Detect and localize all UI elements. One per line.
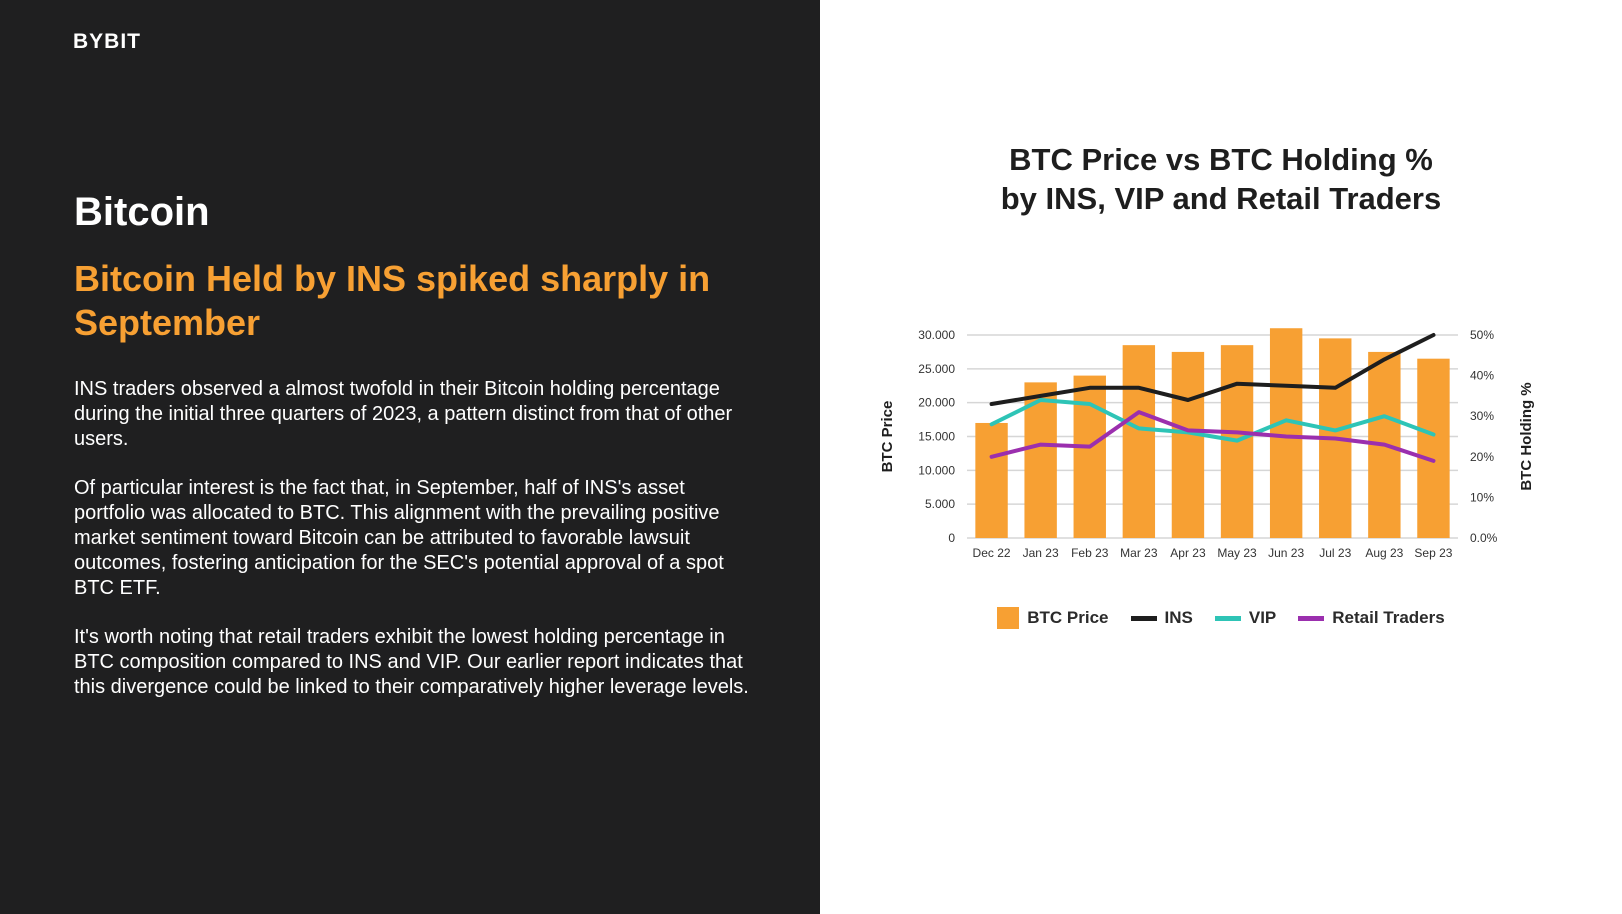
y-right-tick-label: 30% [1470,409,1494,423]
section-title: Bitcoin [74,190,210,234]
y-axis-right-label: BTC Holding % [1518,382,1535,490]
legend-item-vip: VIP [1214,608,1277,628]
bar-btc-price [975,422,1008,538]
y-left-tick-label: 15.000 [918,430,955,444]
legend-swatch-retail [1298,615,1325,621]
headline: Bitcoin Held by INS spiked sharply in Se… [74,258,711,343]
legend-label-ins: INS [1164,608,1193,627]
bybit-logo: BYBIT [73,30,141,53]
y-axis-left-label: BTC Price [879,401,896,473]
x-tick-label: Sep 23 [1414,546,1452,560]
line-vip [989,398,1436,443]
legend-swatch-btc-price [997,607,1020,629]
bar-btc-price [1024,382,1057,538]
legend-item-btc-price: BTC Price [997,607,1109,629]
y-left-tick-label: 5.000 [925,497,955,511]
y-right-tick-label: 50% [1470,328,1494,342]
text-panel: BYBIT Bitcoin Bitcoin Held by INS spiked… [0,0,820,914]
x-tick-label: Dec 22 [973,546,1011,560]
x-tick-label: Jul 23 [1319,546,1351,560]
legend-item-retail: Retail Traders [1298,608,1445,628]
x-tick-label: Mar 23 [1120,546,1158,560]
legend-label-vip: VIP [1248,608,1277,627]
x-tick-label: May 23 [1217,546,1257,560]
y-left-tick-label: 20.000 [918,396,955,410]
legend-label-btc-price: BTC Price [1027,608,1109,627]
y-right-tick-label: 0.0% [1470,531,1498,545]
bar-btc-price [1073,375,1106,538]
paragraph-1: INS traders observed a almost twofold in… [74,378,733,450]
legend-item-ins: INS [1130,608,1193,628]
bar-btc-price [1171,351,1205,538]
legend-swatch-ins [1130,615,1157,621]
y-left-tick-label: 25.000 [918,362,955,376]
x-tick-label: Jan 23 [1023,546,1059,560]
x-tick-label: Feb 23 [1071,546,1109,560]
paragraph-3: It's worth noting that retail traders ex… [74,626,749,698]
legend-swatch-vip [1214,615,1241,621]
x-tick-label: Jun 23 [1268,546,1304,560]
paragraph-2: Of particular interest is the fact that,… [74,477,724,599]
x-tick-label: Apr 23 [1170,546,1206,560]
y-right-tick-label: 20% [1470,450,1494,464]
bar-btc-price [1122,345,1156,538]
chart-title-line-1: BTC Price vs BTC Holding % [1009,142,1433,177]
y-left-tick-label: 0 [948,531,955,545]
body-text: INS traders observed a almost twofold in… [74,377,754,724]
line-ins [989,333,1436,406]
x-tick-label: Aug 23 [1365,546,1403,560]
chart-legend: BTC Price INS VIP Retail Traders [820,607,1622,629]
y-left-tick-label: 30.000 [918,328,955,342]
bar-btc-price [1417,358,1450,538]
legend-label-retail: Retail Traders [1332,608,1445,627]
chart-title-line-2: by INS, VIP and Retail Traders [1000,181,1442,216]
combo-chart: 0 5.000 10.000 15.000 20.000 25.000 30.000 0.0%… [879,328,1535,560]
bar-btc-price [1269,328,1303,538]
chart-panel: BTC Price vs BTC Holding % by INS, VIP a… [820,0,1622,914]
y-right-tick-label: 10% [1470,490,1494,504]
chart-title: BTC Price vs BTC Holding % by INS, VIP a… [820,140,1622,218]
line-retail-traders [989,410,1436,463]
y-left-tick-label: 10.000 [918,463,955,477]
y-right-tick-label: 40% [1470,369,1494,383]
